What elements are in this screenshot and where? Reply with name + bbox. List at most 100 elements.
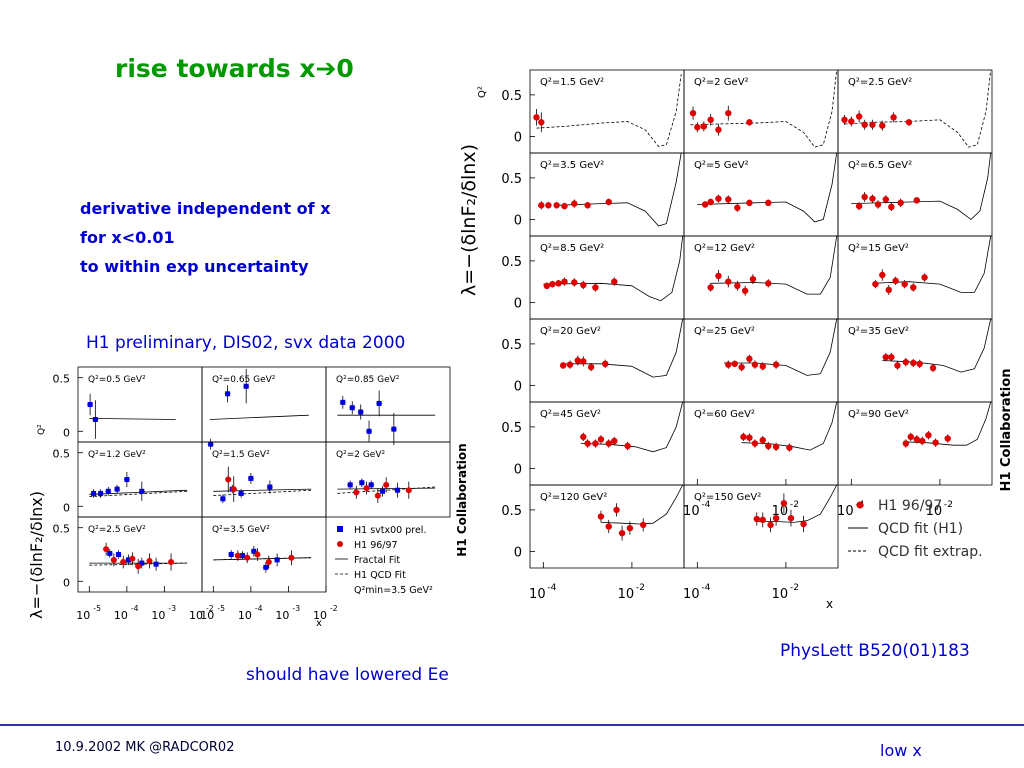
y-tick-label: 0 [514, 130, 522, 145]
data-point-red [725, 361, 732, 368]
left-plot-caption: H1 preliminary, DIS02, svx data 2000 [86, 333, 406, 353]
y-tick-label: 0.5 [53, 523, 71, 536]
panel: Q²=25 GeV² [683, 318, 839, 403]
data-point-blue [87, 402, 93, 407]
data-point-blue [114, 486, 120, 492]
data-point-red [545, 202, 552, 209]
legend-label: Fractal Fit [354, 555, 400, 566]
fit-curve-solid [882, 318, 992, 373]
data-point-blue [238, 490, 244, 496]
fit-curve-solid [903, 401, 992, 446]
x-tick-label: 10 [683, 587, 700, 602]
data-point-red [701, 201, 709, 208]
x-tick-label: 10 [529, 587, 546, 602]
data-point-blue [359, 480, 365, 486]
data-point-red [879, 271, 886, 279]
data-point-red [244, 554, 251, 561]
data-point-red [265, 559, 272, 565]
data-point-blue [267, 484, 273, 490]
collaboration-label: H1 Collaboration [455, 443, 469, 556]
fit-curve-solid [556, 152, 682, 227]
data-point-red [129, 555, 136, 562]
fit-curve-solid [213, 557, 312, 561]
slide-title: rise towards x➔0 [115, 54, 354, 83]
x-tick-exponent: -4 [255, 604, 263, 613]
data-point-red [587, 363, 595, 371]
data-point-red [605, 440, 612, 447]
panel-q2-label: Q²=1.5 GeV² [540, 77, 604, 88]
data-point-red [580, 358, 587, 365]
data-point-red [584, 202, 591, 209]
data-point-red [135, 563, 142, 570]
lower-note: should have lowered Ee [246, 665, 449, 685]
y-tick-label: 0 [63, 426, 70, 439]
data-point-blue [274, 557, 280, 563]
data-point-red [751, 440, 759, 447]
fit-curve-solid [89, 489, 188, 495]
data-point-red [230, 486, 237, 493]
panel-q2-label: Q²=0.65 GeV² [212, 375, 276, 385]
y-axis-label-subscript: Q² [37, 424, 47, 435]
panel-q2-label: Q²=0.85 GeV² [336, 375, 400, 385]
data-point-red [910, 284, 917, 291]
data-point-blue [366, 428, 372, 434]
data-point-red [892, 277, 899, 285]
data-point-red [888, 203, 895, 211]
x-tick-label: 10 [76, 609, 90, 622]
data-point-red [561, 202, 568, 210]
data-point-red [921, 274, 928, 281]
data-point-red [885, 286, 892, 294]
data-point-red [772, 443, 780, 451]
data-point-red [592, 440, 599, 447]
data-point-red [929, 364, 937, 372]
fit-curve-solid [213, 488, 312, 492]
data-point-red [746, 434, 753, 441]
panel-q2-label: Q²=150 GeV² [694, 492, 761, 503]
data-point-red [800, 520, 807, 528]
data-point-blue [240, 553, 246, 559]
x-tick-exponent: -2 [790, 583, 799, 593]
bullet-line-3: to within exp uncertainty [80, 257, 309, 276]
data-point-red [894, 362, 901, 369]
data-point-red [288, 554, 295, 561]
data-point-red [580, 433, 587, 441]
panel-frame [683, 484, 839, 569]
y-tick-label: 0 [63, 576, 70, 589]
panel-q2-label: Q²=120 GeV² [540, 492, 607, 503]
data-point-blue [349, 405, 355, 411]
data-point-red [874, 201, 882, 208]
data-point-red [888, 353, 895, 361]
panel: Q²=1.5 GeV² 0 0.5 [501, 69, 685, 154]
data-point-red [538, 119, 545, 126]
data-point-red [725, 109, 732, 117]
legend-label: H1 96/97 [354, 540, 398, 551]
panel-q2-label: Q²=3.5 GeV² [540, 160, 604, 171]
data-point-blue [153, 561, 159, 567]
x-tick-label: 10 [275, 609, 289, 622]
x-tick-label: 10 [151, 609, 165, 622]
data-point-red [611, 278, 618, 285]
y-tick-label: 0 [514, 296, 522, 311]
fit-curve-dashed [89, 490, 188, 497]
data-point-red [120, 559, 127, 565]
data-point-red [234, 552, 241, 559]
data-point-red [731, 360, 738, 368]
data-point-red [890, 114, 897, 121]
data-point-red [872, 280, 879, 288]
panel: Q²=5 GeV² [683, 152, 839, 237]
legend-label: QCD fit extrap. [878, 544, 983, 560]
panel: Q²=3.5 GeV² 0 0.5 [501, 152, 685, 237]
data-point-blue [251, 548, 257, 554]
fit-curve-solid [209, 414, 309, 420]
footer-topic: low x [880, 741, 922, 760]
x-tick-exponent: -4 [131, 604, 139, 613]
panel: Q²=2.5 GeV² [837, 69, 993, 154]
data-point-red [715, 272, 722, 280]
data-point-red [932, 439, 939, 446]
data-point-red [861, 121, 868, 128]
data-point-red [168, 559, 175, 565]
data-point-red [772, 515, 780, 522]
x-tick-exponent: -2 [944, 500, 953, 510]
